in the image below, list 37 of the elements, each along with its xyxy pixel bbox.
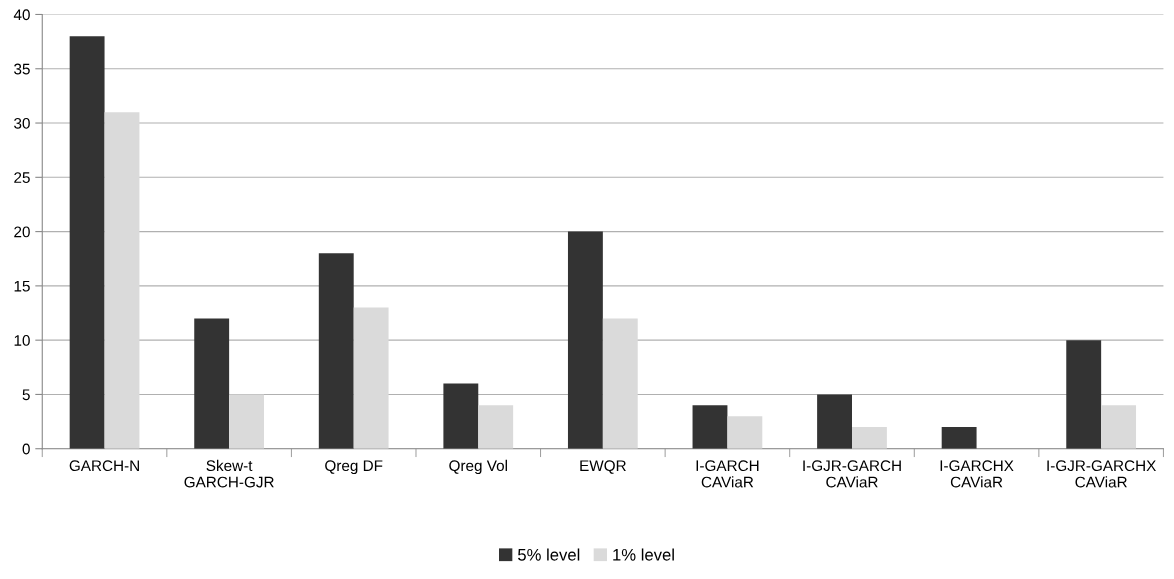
y-tick-label: 5 [22, 389, 30, 401]
y-tick-label: 10 [14, 335, 30, 346]
bar [104, 112, 140, 449]
x-tick-label: I-GARCHX CAViaR [940, 460, 1014, 488]
y-tick-label: 40 [13, 9, 30, 21]
x-tick-label: EWQR [580, 460, 626, 474]
bar [727, 416, 763, 449]
y-tick-label: 35 [14, 63, 30, 75]
x-tick-label: I-GARCH CAViaR [696, 460, 759, 488]
y-tick-label: 30 [14, 117, 30, 129]
bar [69, 36, 105, 449]
x-tick-label: GARCH-N [69, 460, 139, 472]
x-tick-label: I-GJR-GARCHX CAViaR [1047, 460, 1156, 488]
y-tick-label: 15 [14, 280, 30, 292]
legend-label: 1% level [613, 548, 674, 561]
bar [353, 307, 389, 449]
bar [194, 318, 230, 449]
bar [602, 318, 638, 449]
y-tick-label: 25 [14, 172, 30, 183]
x-tick-label: Skew-t GARCH-GJR [184, 459, 274, 488]
bar [567, 231, 603, 449]
bar [318, 253, 354, 449]
x-tick-label: Qreg DF [325, 460, 383, 475]
bar [229, 394, 265, 449]
y-tick-label: 0 [22, 443, 30, 455]
x-tick-label: Qreg Vol [449, 459, 507, 475]
bar [443, 383, 479, 449]
bar [692, 405, 728, 449]
bar [478, 405, 514, 449]
y-tick-label: 20 [14, 226, 30, 238]
bar [852, 427, 887, 449]
bar [1101, 405, 1137, 449]
bar [1066, 340, 1102, 449]
bar [817, 394, 852, 449]
x-tick-label: I-GJR-GARCH CAViaR [803, 460, 901, 488]
legend-label: 5% level [518, 548, 580, 561]
bar [941, 427, 977, 449]
